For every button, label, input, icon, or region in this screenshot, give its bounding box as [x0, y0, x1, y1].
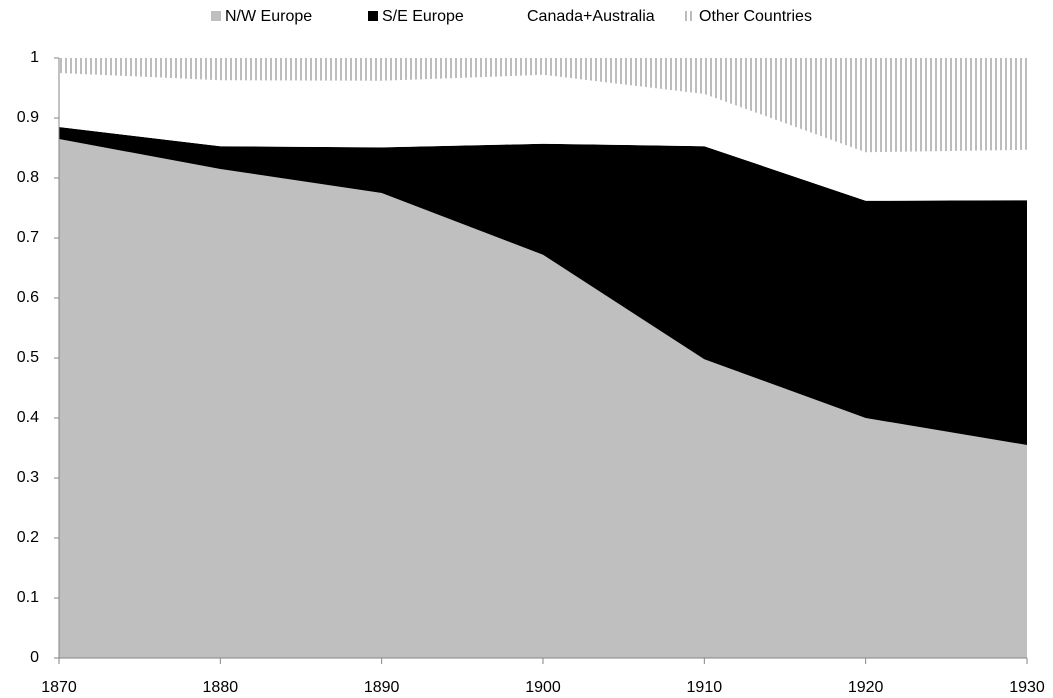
x-tick-label: 1900 — [525, 679, 561, 696]
y-tick-label: 0.1 — [17, 589, 39, 606]
y-tick-label: 0.2 — [17, 529, 39, 546]
legend-swatch — [368, 11, 378, 21]
legend-label: Other Countries — [699, 8, 812, 25]
y-tick-label: 0.9 — [17, 109, 39, 126]
y-tick-label: 0.4 — [17, 409, 39, 426]
y-tick-label: 0 — [30, 649, 39, 666]
legend-swatch — [211, 11, 221, 21]
x-tick-label: 1930 — [1009, 679, 1045, 696]
x-tick-label: 1880 — [203, 679, 239, 696]
y-tick-label: 0.6 — [17, 289, 39, 306]
x-tick-label: 1870 — [41, 679, 77, 696]
y-tick-label: 0.7 — [17, 229, 39, 246]
area — [59, 58, 1027, 153]
legend-label: Canada+Australia — [527, 8, 655, 25]
y-tick-label: 0.8 — [17, 169, 39, 186]
legend-label: N/W Europe — [225, 8, 312, 25]
y-tick-label: 1 — [30, 49, 39, 66]
y-tick-label: 0.5 — [17, 349, 39, 366]
legend-swatch — [685, 11, 695, 21]
x-tick-label: 1910 — [687, 679, 723, 696]
x-tick-label: 1890 — [364, 679, 400, 696]
legend-swatch — [513, 11, 523, 21]
area — [59, 127, 1027, 445]
area — [59, 139, 1027, 658]
y-tick-label: 0.3 — [17, 469, 39, 486]
x-tick-label: 1920 — [848, 679, 884, 696]
legend-label: S/E Europe — [382, 8, 464, 25]
legend: N/W Europe S/E Europe Canada+Australia Othe… — [211, 8, 812, 25]
area — [59, 73, 1027, 201]
